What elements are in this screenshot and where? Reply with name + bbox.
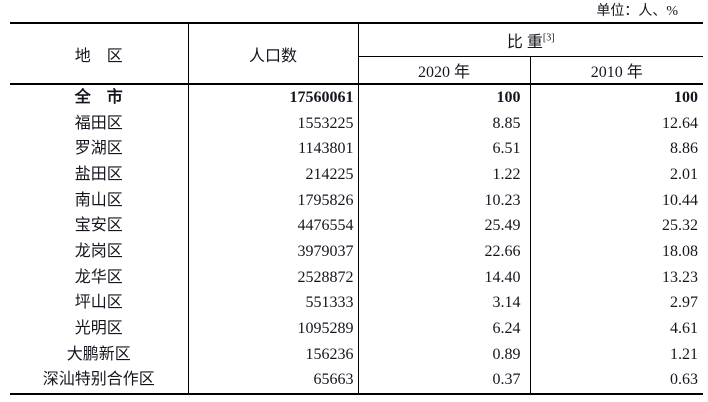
table-row: 南山区 1795826 10.23 10.44 bbox=[10, 187, 703, 214]
pct-2010-cell: 2.01 bbox=[529, 162, 703, 188]
population-cell: 1143801 bbox=[187, 136, 358, 163]
footnote-superscript: [3] bbox=[542, 32, 555, 44]
pct-2010-cell: 100 bbox=[529, 84, 703, 111]
table-row: 坪山区 551333 3.14 2.97 bbox=[10, 290, 703, 317]
region-cell: 南山区 bbox=[74, 191, 123, 209]
column-header-2010: 2010 年 bbox=[529, 56, 703, 85]
column-header-population: 人口数 bbox=[187, 23, 358, 85]
pct-2020-cell: 6.51 bbox=[357, 136, 530, 163]
population-cell: 1795826 bbox=[187, 187, 358, 214]
pct-2020-cell: 0.37 bbox=[357, 367, 530, 395]
population-cell: 156236 bbox=[187, 341, 358, 368]
pct-2010-cell: 8.86 bbox=[529, 136, 703, 163]
region-cell: 光明区 bbox=[74, 320, 123, 338]
header-row-top: 地 区 人口数 比 重[3] bbox=[10, 23, 703, 85]
region-cell: 大鹏新区 bbox=[66, 345, 131, 363]
pct-2020-cell: 1.22 bbox=[357, 162, 530, 188]
column-header-2020: 2020 年 bbox=[357, 56, 530, 85]
table-row: 大鹏新区 156236 0.89 1.21 bbox=[10, 341, 703, 368]
column-header-proportion: 比 重[3] bbox=[357, 23, 703, 57]
population-cell: 214225 bbox=[187, 162, 358, 188]
pct-2010-cell: 25.32 bbox=[529, 213, 703, 240]
table-row: 罗湖区 1143801 6.51 8.86 bbox=[10, 136, 703, 163]
region-cell: 全 市 bbox=[74, 88, 123, 106]
region-cell: 福田区 bbox=[74, 114, 123, 132]
population-cell: 1095289 bbox=[187, 316, 358, 342]
population-cell: 3979037 bbox=[187, 239, 358, 265]
table-row: 宝安区 4476554 25.49 25.32 bbox=[10, 213, 703, 240]
table-body: 全 市 17560061 100 100 福田区 1553225 8.85 12.64 罗湖区 1… bbox=[10, 84, 703, 395]
region-cell: 龙华区 bbox=[74, 268, 123, 286]
pct-2010-cell: 10.44 bbox=[529, 187, 703, 214]
pct-2020-cell: 100 bbox=[357, 84, 530, 111]
population-cell: 17560061 bbox=[187, 84, 358, 111]
table-row: 深汕特别合作区 65663 0.37 0.63 bbox=[10, 367, 703, 395]
pct-2020-cell: 3.14 bbox=[357, 290, 530, 317]
pct-2020-cell: 6.24 bbox=[357, 316, 530, 342]
pct-2020-cell: 8.85 bbox=[357, 110, 530, 137]
table-row: 全 市 17560061 100 100 bbox=[10, 84, 703, 111]
population-cell: 2528872 bbox=[187, 264, 358, 291]
population-proportion-table: 地 区 人口数 比 重[3] 2020 年 2010 年 全 市 17560061… bbox=[10, 22, 703, 396]
table-row: 光明区 1095289 6.24 4.61 bbox=[10, 316, 703, 342]
pct-2020-cell: 25.49 bbox=[357, 213, 530, 240]
pct-2010-cell: 1.21 bbox=[529, 341, 703, 368]
proportion-label: 比 重 bbox=[506, 34, 543, 51]
pct-2010-cell: 18.08 bbox=[529, 239, 703, 265]
region-cell: 盐田区 bbox=[74, 165, 123, 183]
pct-2020-cell: 22.66 bbox=[357, 239, 530, 265]
region-cell: 罗湖区 bbox=[74, 140, 123, 158]
column-header-region: 地 区 bbox=[10, 23, 188, 85]
header-row-sub: 2020 年 2010 年 bbox=[10, 56, 703, 85]
pct-2010-cell: 0.63 bbox=[529, 367, 703, 395]
table-row: 龙岗区 3979037 22.66 18.08 bbox=[10, 239, 703, 265]
pct-2010-cell: 4.61 bbox=[529, 316, 703, 342]
pct-2010-cell: 13.23 bbox=[529, 264, 703, 291]
table-row: 龙华区 2528872 14.40 13.23 bbox=[10, 264, 703, 291]
pct-2010-cell: 12.64 bbox=[529, 110, 703, 137]
population-cell: 65663 bbox=[187, 367, 358, 395]
region-cell: 坪山区 bbox=[74, 294, 123, 312]
region-cell: 宝安区 bbox=[74, 217, 123, 235]
region-cell: 龙岗区 bbox=[74, 242, 123, 260]
pct-2020-cell: 14.40 bbox=[357, 264, 530, 291]
pct-2020-cell: 0.89 bbox=[357, 341, 530, 368]
population-cell: 1553225 bbox=[187, 110, 358, 137]
population-cell: 4476554 bbox=[187, 213, 358, 240]
table-header: 地 区 人口数 比 重[3] 2020 年 2010 年 bbox=[10, 23, 703, 85]
population-cell: 551333 bbox=[187, 290, 358, 317]
pct-2010-cell: 2.97 bbox=[529, 290, 703, 317]
pct-2020-cell: 10.23 bbox=[357, 187, 530, 214]
table-row: 盐田区 214225 1.22 2.01 bbox=[10, 162, 703, 188]
region-cell: 深汕特别合作区 bbox=[42, 371, 155, 389]
table-row: 福田区 1553225 8.85 12.64 bbox=[10, 110, 703, 137]
unit-note: 单位：人、% bbox=[596, 4, 678, 19]
